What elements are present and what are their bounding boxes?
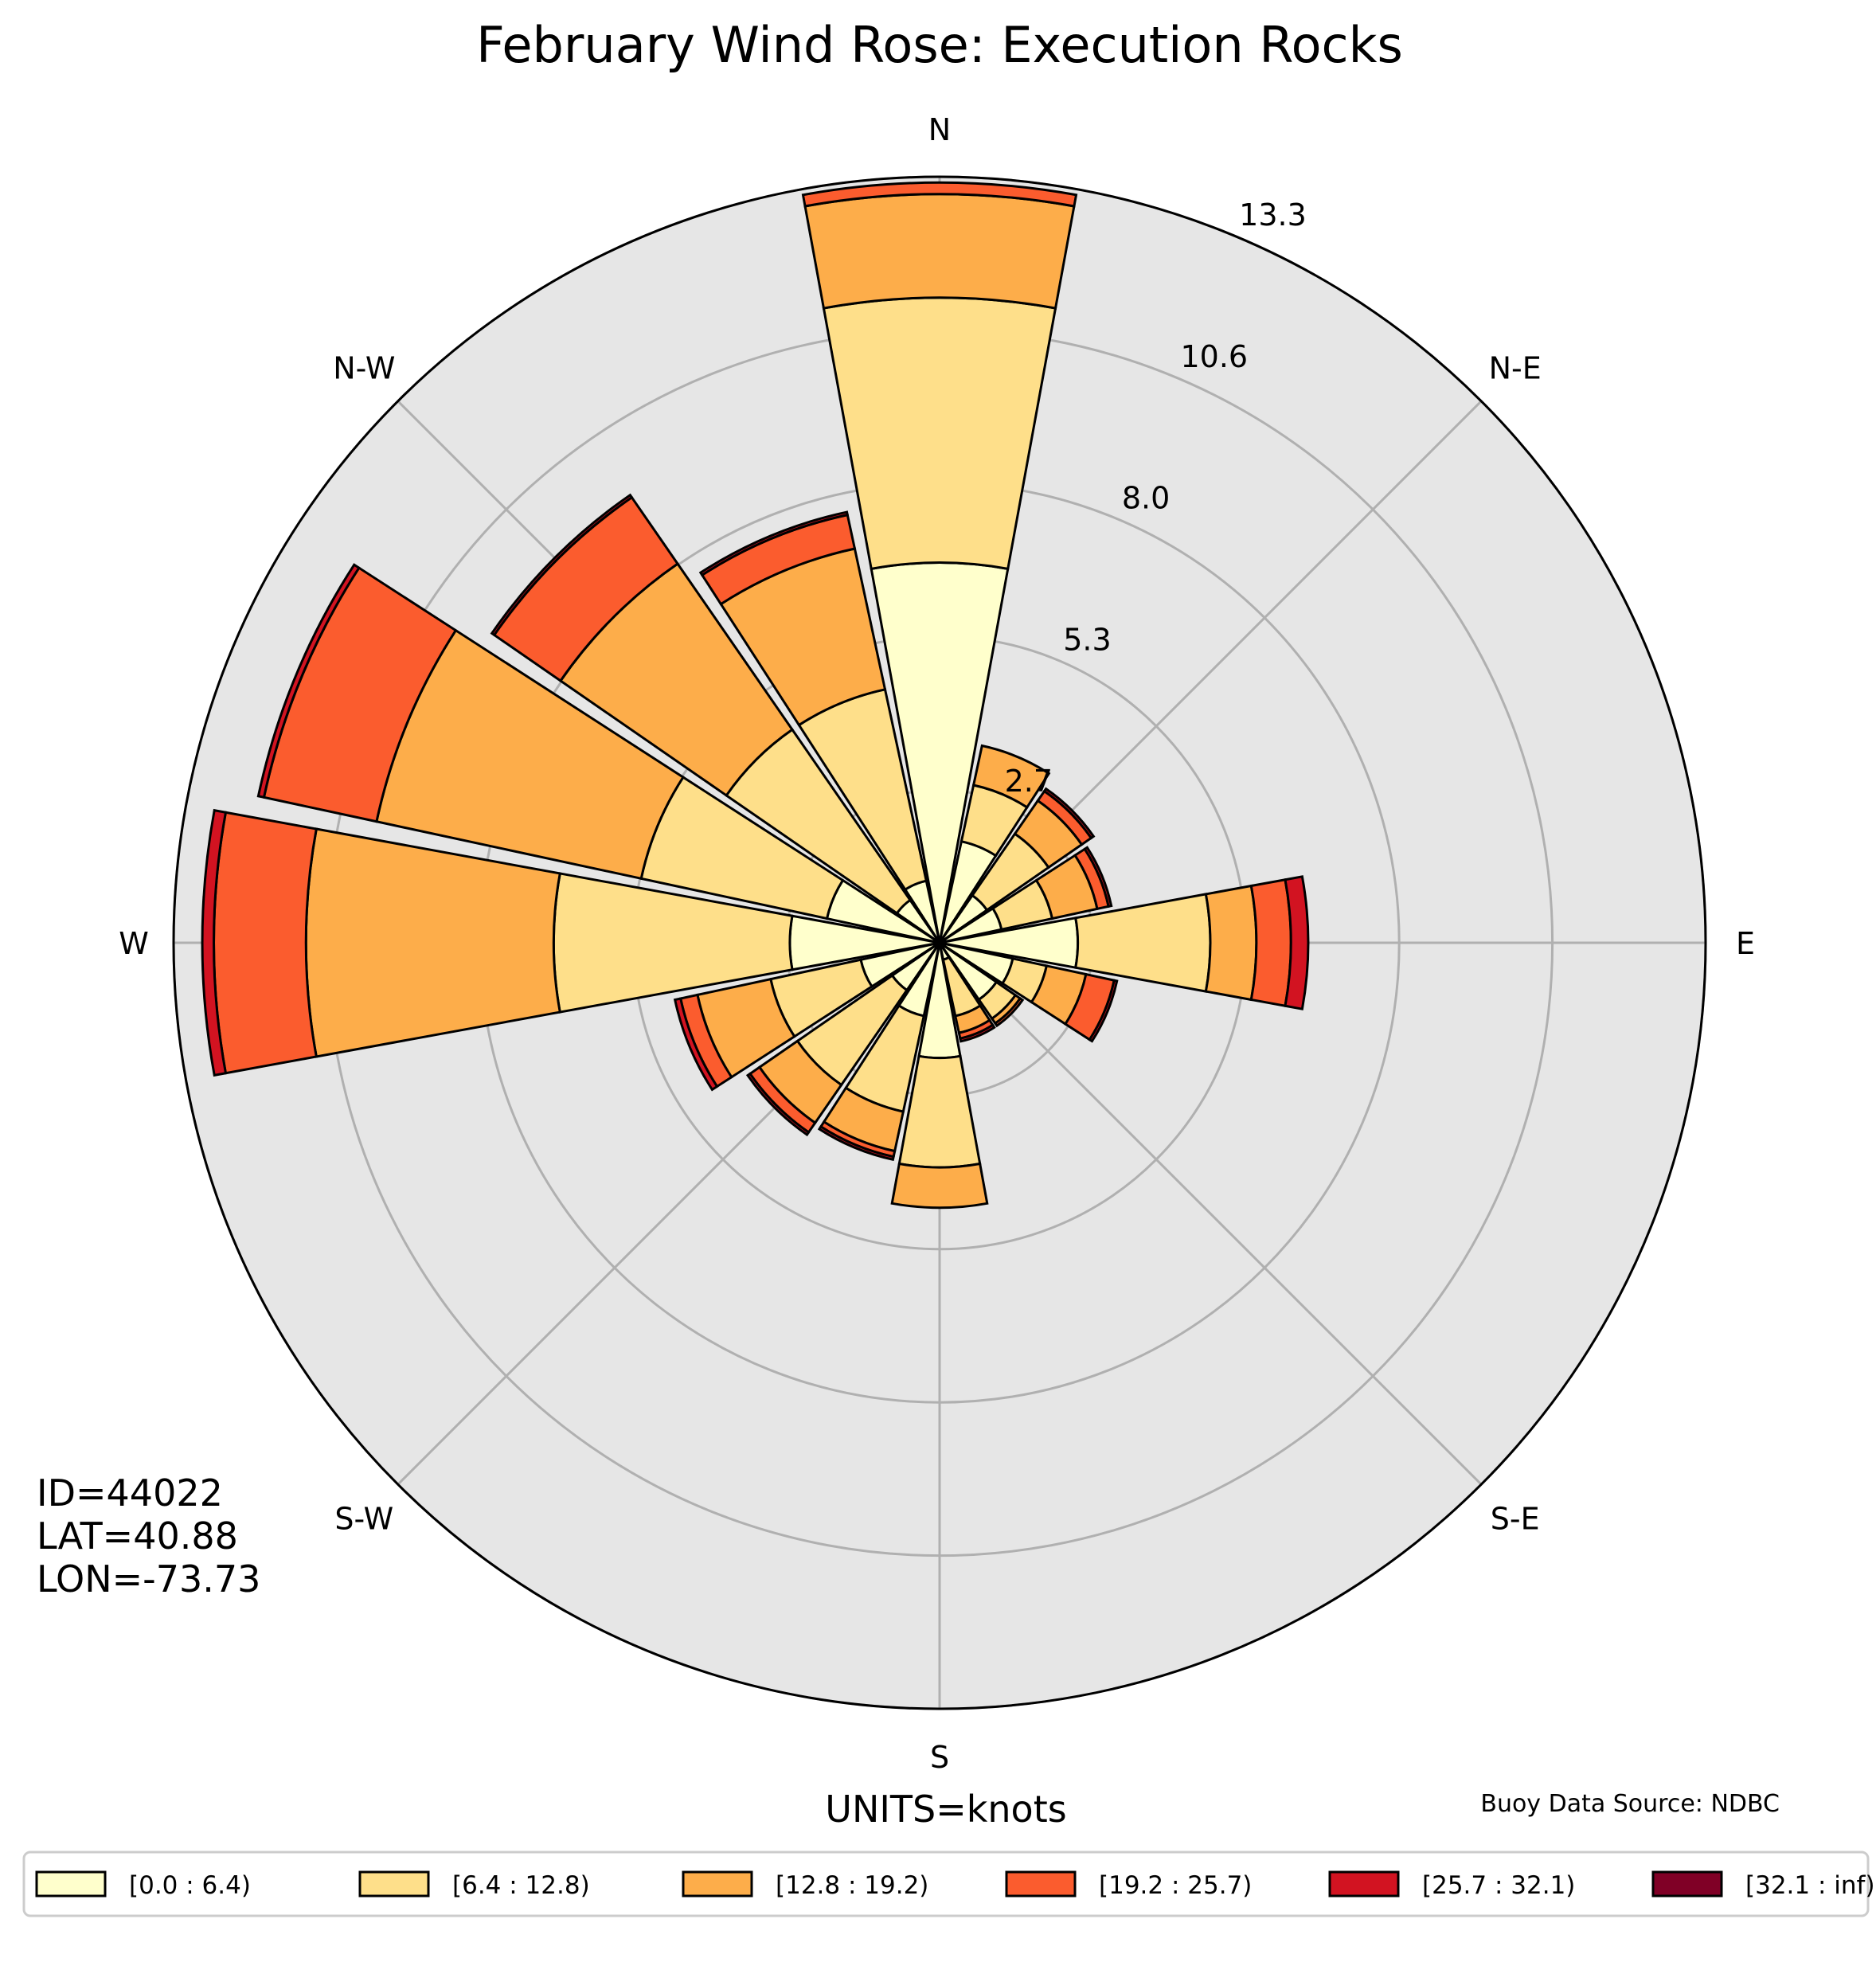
legend-item: [32.1 : inf) [1651,1870,1875,1900]
bar-segment-e-bin-2 [1204,884,1258,1002]
legend-label: [32.1 : inf) [1745,1871,1875,1900]
bar-segment-ene-bin-4 [1083,846,1113,909]
legend-item: [12.8 : 19.2) [682,1870,928,1900]
bar-segment-w-bin-3 [213,811,319,1075]
chart-title: February Wind Rose: Execution Rocks [476,16,1403,74]
bar-segment-se-bin-3 [993,996,1025,1028]
legend-label: [6.4 : 12.8) [452,1871,590,1900]
station-lon: LON=-73.73 [37,1557,260,1600]
direction-label-s: S [930,1740,949,1775]
legend-swatch [1651,1870,1723,1898]
legend-swatch [682,1870,753,1898]
legend-item: [25.7 : 32.1) [1328,1870,1575,1900]
direction-label-n-e: N-E [1489,350,1542,385]
bar-segment-e-bin-4 [1284,875,1310,1010]
bar-segment-w-bin-4 [201,808,228,1077]
bar-segment-sse-bin-4 [959,1023,996,1043]
units-label: UNITS=knots [825,1788,1066,1831]
direction-label-s-w: S-W [334,1502,393,1537]
legend-swatch [358,1870,430,1898]
polar-outer-ring [172,175,1707,1710]
legend-swatch [1328,1870,1400,1898]
radial-tick-label: 5.3 [1063,622,1111,657]
bar-segment-nne-bin-2 [971,744,1051,809]
station-lat: LAT=40.88 [37,1514,238,1557]
legend-swatch [1005,1870,1077,1898]
legend-swatch [35,1870,107,1898]
radial-tick-labels: 2.7 5.3 8.0 10.6 13.3 [1005,197,1307,799]
legend-item: [19.2 : 25.7) [1005,1870,1252,1900]
station-info: ID=44022 LAT=40.88 LON=-73.73 [37,1472,260,1600]
legend-label: [19.2 : 25.7) [1099,1871,1252,1900]
legend-label: [0.0 : 6.4) [129,1871,251,1900]
angular-gridline [938,941,1483,1486]
direction-labels: N N-E E S-E S S-W W N-W [119,112,1755,1775]
direction-label-e: E [1736,926,1755,961]
bar-segment-n-bin-2 [803,193,1076,310]
bar-segment-ssw-bin-4 [817,1124,895,1162]
legend-item: [0.0 : 6.4) [35,1870,251,1900]
direction-label-n: N [928,112,951,147]
bar-segment-e-bin-3 [1249,877,1292,1008]
bar-segment-wnw-bin-4 [256,563,361,799]
station-id: ID=44022 [37,1472,223,1514]
legend-label: [25.7 : 32.1) [1422,1871,1575,1900]
bar-segment-s-bin-2 [890,1162,989,1210]
bar-segment-ne-bin-4 [1042,787,1096,840]
bar-segment-sw-bin-4 [745,1072,811,1137]
bar-segment-nw-bin-4 [490,493,634,637]
bar-segment-nnw-bin-4 [698,510,850,577]
radial-tick-label: 8.0 [1122,481,1170,516]
legend-frame [22,1851,1870,1917]
direction-label-w: W [119,926,149,961]
legend: [0.0 : 6.4) [6.4 : 12.8) [12.8 : 19.2) [19.… [22,1851,1875,1917]
bar-segment-ese-bin-4 [1088,979,1119,1043]
direction-label-n-w: N-W [333,350,395,385]
legend-item: [6.4 : 12.8) [358,1870,590,1900]
direction-label-s-e: S-E [1491,1502,1540,1537]
wind-bars [201,181,1310,1210]
radial-tick-label: 13.3 [1239,197,1307,233]
radial-tick-label: 10.6 [1181,339,1249,374]
radial-tick-label: 2.7 [1005,764,1053,799]
bar-segment-n-bin-3 [801,181,1078,208]
polar-plot-area: 2.7 5.3 8.0 10.6 13.3 N N-E E S-E S S-W W N-W [119,112,1755,1775]
legend-label: [12.8 : 19.2) [776,1871,928,1900]
data-source-label: Buoy Data Source: NDBC [1480,1790,1780,1818]
bar-segment-wsw-bin-4 [673,997,719,1092]
